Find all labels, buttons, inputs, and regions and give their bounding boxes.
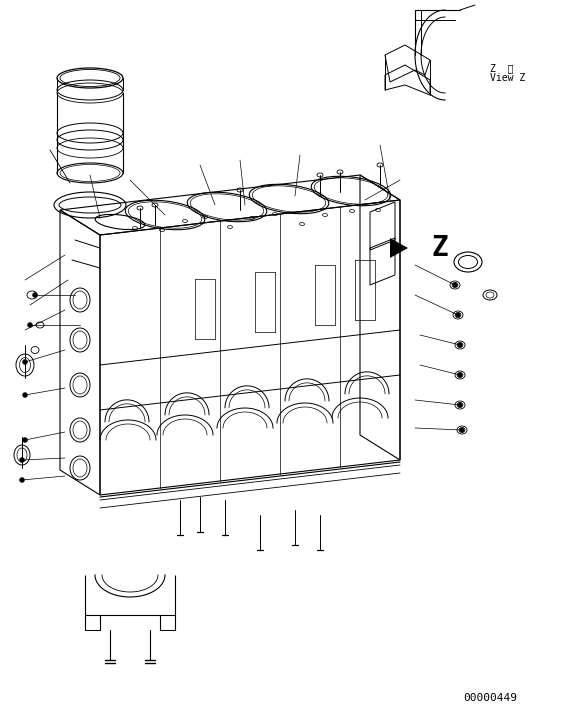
Text: View Z: View Z [490,73,525,83]
Text: Z  視: Z 視 [490,63,514,73]
Circle shape [23,437,28,442]
Text: Z: Z [432,234,448,262]
Text: 00000449: 00000449 [463,693,517,703]
Circle shape [23,392,28,397]
Circle shape [23,360,28,365]
Circle shape [455,313,460,318]
Circle shape [452,283,458,288]
Circle shape [20,458,24,463]
Circle shape [458,402,463,407]
Circle shape [458,342,463,347]
Circle shape [28,323,32,328]
Circle shape [459,427,464,432]
Circle shape [20,478,24,483]
Polygon shape [390,238,408,258]
Circle shape [458,372,463,377]
Circle shape [32,293,38,298]
